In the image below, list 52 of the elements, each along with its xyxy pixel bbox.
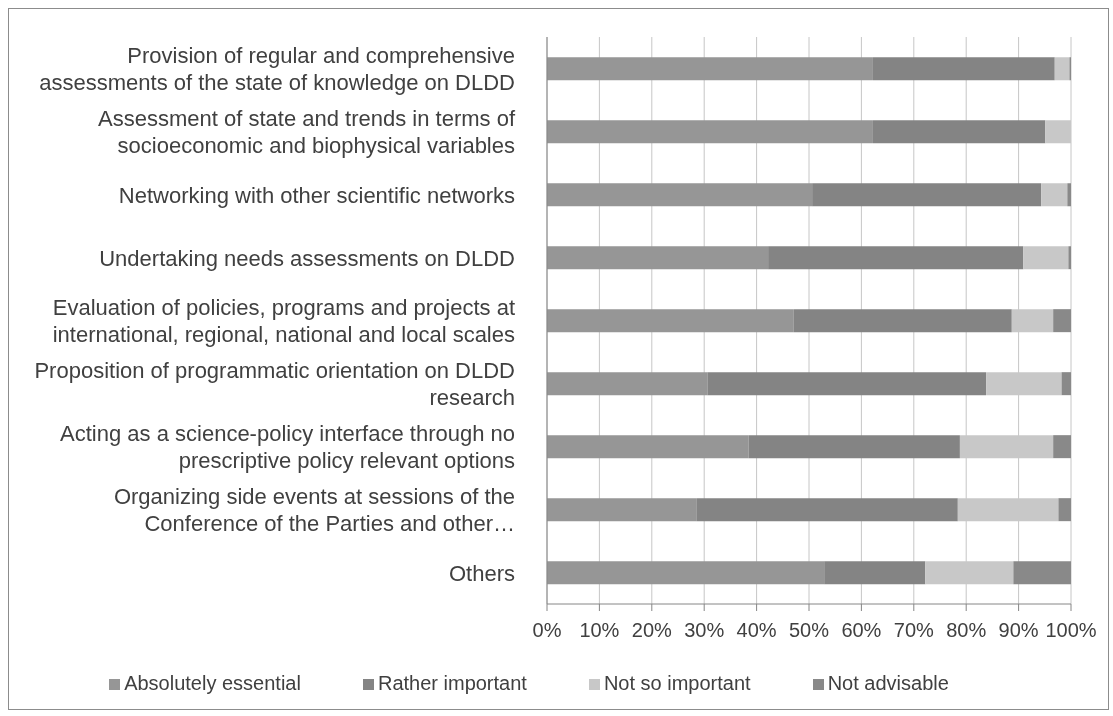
- bar: [872, 120, 1046, 144]
- y-tick-label: Evaluation of policies, programs and projects at international, regional, national and local scales: [52, 294, 515, 347]
- bar: [1013, 561, 1071, 585]
- x-tick-label: 90%: [998, 619, 1039, 642]
- bar: [1068, 246, 1071, 270]
- bar: [768, 246, 1024, 270]
- x-tick-label: 70%: [893, 619, 935, 642]
- bar: [793, 309, 1012, 333]
- x-tick-label: 0%: [532, 619, 562, 642]
- bar: [1023, 246, 1069, 270]
- bar: [547, 435, 749, 459]
- bar: [547, 498, 697, 522]
- bar: [1053, 309, 1071, 333]
- bar: [1067, 183, 1071, 207]
- bar: [1058, 498, 1071, 522]
- y-tick-label: Proposition of programmatic orientation on DLDD research: [34, 357, 515, 410]
- x-tick-label: 50%: [788, 619, 830, 642]
- bar: [547, 246, 769, 270]
- bar: [547, 57, 873, 81]
- bar: [1041, 183, 1068, 207]
- bar: [547, 120, 873, 144]
- legend-label: Not advisable: [827, 672, 950, 694]
- x-tick-label: 20%: [631, 619, 673, 642]
- bar: [824, 561, 926, 585]
- bar: [547, 372, 708, 396]
- y-tick-label: Undertaking needs assessments on DLDD: [99, 245, 515, 270]
- bar: [1053, 435, 1071, 459]
- x-tick-label: 60%: [841, 619, 882, 642]
- y-tick-label: Others: [448, 560, 515, 585]
- bar: [812, 183, 1042, 207]
- legend-label: Not so important: [603, 672, 752, 694]
- y-tick-label: Assessment of state and trends in terms of socioeconomic and biophysical variables: [98, 105, 516, 158]
- legend-label: Rather important: [377, 672, 528, 694]
- x-tick-label: 30%: [684, 619, 725, 642]
- bar: [872, 57, 1055, 81]
- bar: [707, 372, 987, 396]
- x-tick-label: 40%: [736, 619, 777, 642]
- bar: [1054, 57, 1070, 81]
- bar: [1061, 372, 1071, 396]
- x-tick-label: 10%: [579, 619, 620, 642]
- y-tick-label: Organizing side events at sessions of the Conference of the Parties and other…: [113, 483, 515, 536]
- bar: [696, 498, 958, 522]
- bar: [547, 309, 794, 333]
- y-tick-label: Provision of regular and comprehensive assessments of the state of knowledge on DLDD: [39, 42, 515, 95]
- legend-label: Absolutely essential: [124, 672, 302, 694]
- bar: [748, 435, 960, 459]
- bar: [547, 183, 813, 207]
- bar: [547, 561, 825, 585]
- y-tick-label: Networking with other scientific networks: [118, 182, 515, 207]
- y-tick-label: Acting as a science-policy interface through no prescriptive policy relevant options: [60, 420, 515, 473]
- x-tick-label: 80%: [946, 619, 987, 642]
- x-tick-label: 100%: [1045, 619, 1097, 642]
